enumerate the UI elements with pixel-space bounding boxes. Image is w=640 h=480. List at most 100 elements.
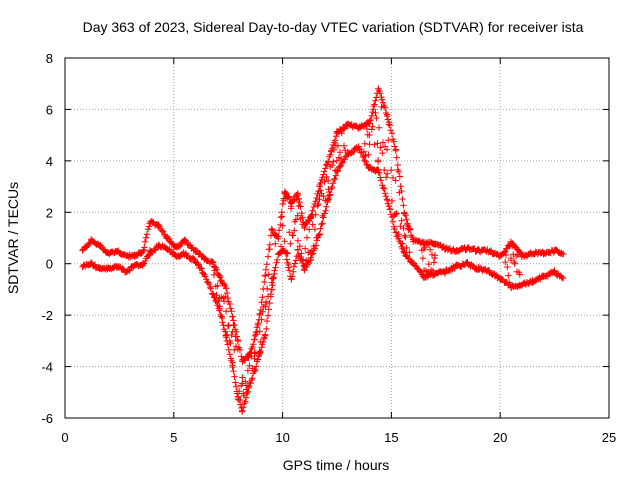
data-point bbox=[242, 378, 249, 385]
data-point bbox=[368, 126, 375, 133]
data-point bbox=[256, 328, 263, 335]
data-point bbox=[198, 265, 205, 272]
data-point bbox=[376, 169, 383, 177]
data-point bbox=[397, 183, 404, 190]
data-point bbox=[379, 182, 386, 189]
data-point bbox=[199, 270, 207, 277]
data-point bbox=[233, 328, 240, 335]
data-point bbox=[373, 114, 380, 122]
data-point bbox=[286, 229, 293, 236]
data-point bbox=[377, 174, 384, 181]
data-point bbox=[254, 356, 262, 363]
data-point bbox=[294, 191, 302, 199]
data-point bbox=[309, 250, 317, 257]
data-point bbox=[195, 261, 202, 268]
data-point bbox=[333, 168, 341, 175]
data-point bbox=[328, 185, 335, 192]
y-tick-label: 2 bbox=[46, 205, 53, 220]
data-point bbox=[315, 200, 322, 208]
data-point bbox=[369, 123, 376, 130]
data-point bbox=[225, 322, 233, 329]
data-point bbox=[431, 252, 439, 259]
data-point bbox=[390, 138, 398, 145]
data-point bbox=[193, 247, 200, 254]
data-point bbox=[274, 256, 281, 264]
data-point bbox=[246, 362, 253, 369]
data-point bbox=[216, 307, 223, 314]
data-point bbox=[375, 124, 383, 131]
data-point bbox=[325, 196, 332, 203]
data-point bbox=[374, 157, 382, 164]
data-point bbox=[388, 130, 396, 137]
data-point bbox=[337, 162, 345, 169]
data-point bbox=[222, 332, 229, 339]
data-point bbox=[385, 137, 392, 144]
data-point bbox=[400, 248, 407, 255]
data-point bbox=[141, 238, 149, 246]
data-point bbox=[233, 383, 240, 390]
chart-title: Day 363 of 2023, Sidereal Day-to-day VTE… bbox=[83, 19, 584, 35]
data-point bbox=[282, 189, 289, 197]
data-point bbox=[511, 258, 518, 266]
data-point bbox=[332, 133, 340, 140]
y-tick-label: -2 bbox=[41, 308, 53, 323]
data-point bbox=[164, 235, 172, 242]
data-point bbox=[231, 322, 238, 329]
data-point bbox=[505, 272, 512, 279]
data-point bbox=[244, 388, 252, 396]
data-point bbox=[204, 279, 212, 286]
data-point bbox=[297, 255, 304, 263]
data-point bbox=[309, 207, 316, 214]
data-point bbox=[267, 291, 275, 298]
data-point bbox=[144, 226, 152, 233]
y-tick-label: -4 bbox=[41, 360, 53, 375]
data-point bbox=[271, 267, 278, 274]
data-point bbox=[217, 311, 224, 319]
data-point bbox=[325, 177, 332, 184]
data-point bbox=[256, 350, 263, 357]
data-point bbox=[381, 190, 389, 197]
data-point bbox=[370, 106, 377, 113]
data-point bbox=[231, 346, 238, 354]
data-point bbox=[377, 177, 385, 184]
data-point bbox=[329, 183, 336, 191]
data-point bbox=[264, 285, 271, 292]
data-point bbox=[262, 298, 270, 305]
data-point bbox=[302, 245, 309, 252]
data-point bbox=[378, 103, 385, 111]
data-point bbox=[393, 154, 400, 161]
data-point bbox=[252, 366, 259, 374]
data-point bbox=[511, 260, 519, 267]
data-point bbox=[263, 317, 271, 325]
data-point bbox=[392, 210, 400, 218]
data-point bbox=[322, 207, 329, 214]
data-point bbox=[225, 346, 232, 353]
data-point bbox=[406, 225, 413, 232]
data-point bbox=[507, 255, 515, 262]
data-point bbox=[239, 404, 247, 411]
data-point bbox=[392, 147, 399, 154]
data-point bbox=[258, 316, 265, 323]
data-point bbox=[314, 202, 321, 209]
data-point bbox=[311, 245, 318, 252]
data-point bbox=[239, 374, 246, 381]
data-point bbox=[143, 231, 151, 238]
data-point bbox=[363, 161, 370, 168]
data-point bbox=[208, 258, 216, 265]
data-point bbox=[382, 193, 390, 200]
data-point bbox=[384, 116, 392, 123]
data-point bbox=[258, 344, 265, 351]
data-point bbox=[385, 203, 393, 210]
data-point bbox=[303, 234, 311, 241]
data-point bbox=[382, 174, 390, 181]
data-point bbox=[516, 271, 523, 278]
data-point bbox=[405, 254, 412, 262]
data-point bbox=[232, 379, 239, 386]
data-point bbox=[299, 214, 306, 221]
data-point bbox=[206, 280, 213, 288]
data-point bbox=[380, 185, 388, 192]
data-point bbox=[315, 232, 322, 239]
data-point bbox=[311, 225, 319, 233]
data-point bbox=[269, 275, 276, 282]
data-point bbox=[245, 354, 252, 361]
